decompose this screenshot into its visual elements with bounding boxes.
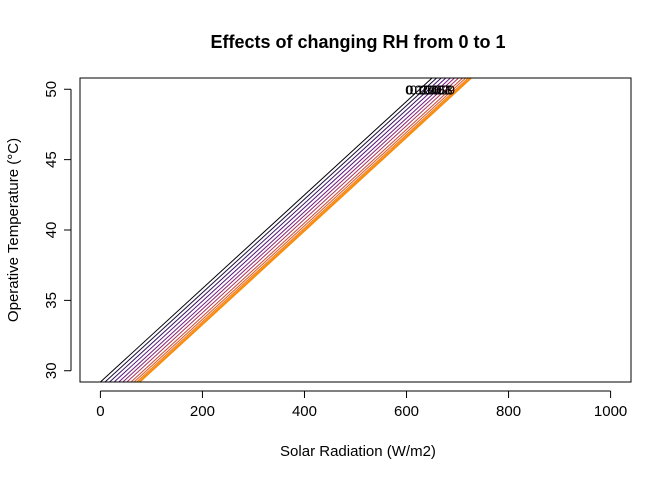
series-line-5 bbox=[122, 78, 455, 382]
x-tick-label: 800 bbox=[496, 403, 521, 420]
x-tick-label: 0 bbox=[96, 403, 104, 420]
plot-frame bbox=[79, 77, 632, 383]
series-end-label-6: 0.6 bbox=[427, 82, 445, 97]
y-tick-label: 35 bbox=[43, 292, 60, 309]
series-end-label-9: 0.9 bbox=[437, 82, 455, 97]
x-axis-label: Solar Radiation (W/m2) bbox=[280, 443, 436, 460]
x-tick-label: 400 bbox=[292, 403, 317, 420]
series-end-label-5: 0.5 bbox=[423, 82, 441, 97]
x-tick-label: 1000 bbox=[594, 403, 627, 420]
series-line-8 bbox=[133, 78, 467, 382]
series-end-label-2: 0.2 bbox=[410, 82, 428, 97]
series-lines bbox=[100, 78, 472, 382]
series-end-label-3: 0.3 bbox=[414, 82, 432, 97]
series-line-9 bbox=[136, 78, 469, 382]
series-line-0 bbox=[100, 78, 433, 382]
series-line-3 bbox=[113, 78, 447, 382]
y-tick-label: 50 bbox=[43, 81, 60, 98]
series-end-label-1: 0.1 bbox=[405, 82, 423, 97]
series-line-10 bbox=[138, 78, 472, 382]
series-line-6 bbox=[126, 78, 459, 382]
x-tick-label: 200 bbox=[190, 403, 215, 420]
series-line-2 bbox=[109, 78, 442, 382]
series-end-label-0: 0 bbox=[406, 82, 413, 97]
y-tick-label: 40 bbox=[43, 222, 60, 239]
plot-area: 00.10.20.30.40.50.60.70.80.91 bbox=[100, 78, 472, 382]
series-end-label-7: 0.7 bbox=[431, 82, 449, 97]
axes: 0 200 400 600 800 1000 30 35 40 45 50 bbox=[43, 77, 632, 420]
x-tick-label: 600 bbox=[394, 403, 419, 420]
series-end-label-8: 0.8 bbox=[434, 82, 452, 97]
y-tick-label: 30 bbox=[43, 362, 60, 379]
y-axis-label: Operative Temperature (°C) bbox=[5, 138, 22, 322]
series-end-label-10: 1 bbox=[445, 82, 452, 97]
y-tick-label: 45 bbox=[43, 151, 60, 168]
series-line-4 bbox=[118, 78, 451, 382]
series-end-label-4: 0.4 bbox=[419, 82, 437, 97]
series-line-1 bbox=[104, 78, 437, 382]
chart-title: Effects of changing RH from 0 to 1 bbox=[210, 32, 505, 52]
series-line-7 bbox=[130, 78, 463, 382]
